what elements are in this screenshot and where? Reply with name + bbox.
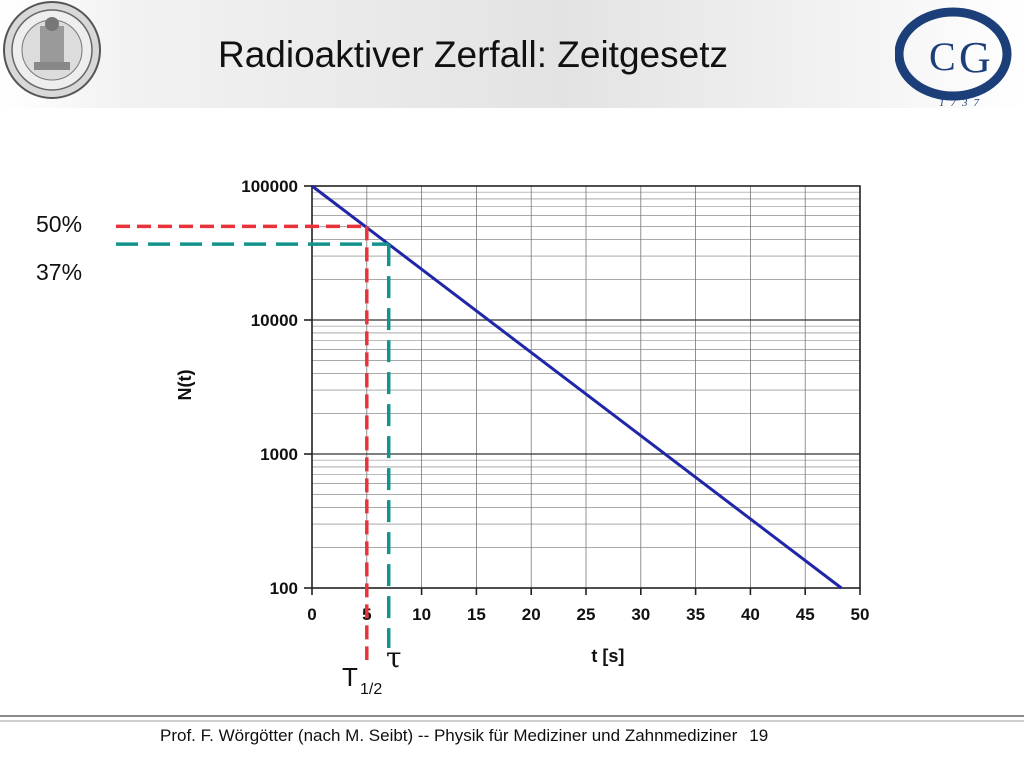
y-tick-label: 1000	[260, 445, 298, 464]
tau-marker: τ	[386, 641, 402, 674]
x-axis-label: t [s]	[591, 646, 624, 666]
tau-percent-label: 37%	[36, 259, 82, 285]
half-life-percent-label: 50%	[36, 211, 82, 237]
x-tick-label: 35	[686, 605, 705, 624]
half-life-marker-subscript: 1/2	[360, 681, 382, 698]
x-tick-label: 15	[467, 605, 486, 624]
header-band	[0, 0, 1024, 108]
x-tick-label: 25	[577, 605, 596, 624]
x-tick-label: 40	[741, 605, 760, 624]
svg-text:G: G	[959, 33, 991, 82]
x-tick-label: 45	[796, 605, 815, 624]
footer-credit: Prof. F. Wörgötter (nach M. Seibt) -- Ph…	[160, 726, 738, 745]
x-tick-label: 20	[522, 605, 541, 624]
series-line	[311, 184, 843, 590]
x-tick-label: 30	[631, 605, 650, 624]
logo-year: 1737	[939, 97, 985, 109]
footer-divider-light	[0, 720, 1024, 722]
x-tick-label: 10	[412, 605, 431, 624]
institution-logo-icon: C G 1737	[895, 7, 1012, 109]
x-tick-label: 0	[307, 605, 316, 624]
half-life-marker: T	[342, 662, 358, 692]
y-tick-label: 100000	[241, 177, 298, 196]
y-axis-label: N(t)	[175, 370, 195, 401]
y-tick-label: 10000	[251, 311, 298, 330]
y-tick-label: 100	[270, 579, 298, 598]
page-number: 19	[749, 726, 769, 745]
svg-text:C: C	[929, 34, 956, 79]
university-seal-icon	[3, 1, 101, 99]
x-tick-label: 50	[851, 605, 870, 624]
footer-divider	[0, 715, 1024, 717]
footer: Prof. F. Wörgötter (nach M. Seibt) -- Ph…	[160, 726, 768, 746]
slide-title: Radioaktiver Zerfall: Zeitgesetz	[218, 34, 728, 75]
